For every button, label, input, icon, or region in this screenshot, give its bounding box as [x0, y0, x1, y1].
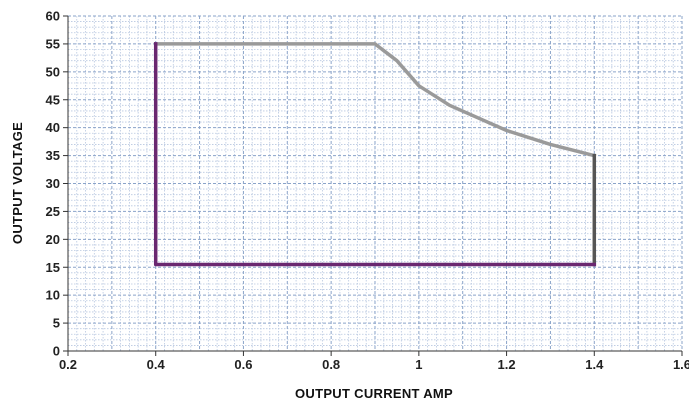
tick-labels: 0 5 10 15 20 25 30 35 40 45 50 55 60 0.2 0.4 0.6 0.8 1 1.2…	[46, 9, 689, 373]
x-tick-label: 1.6	[673, 357, 689, 372]
x-tick-label: 1.2	[498, 357, 516, 372]
x-tick-label: 0.8	[322, 357, 340, 372]
y-tick-label: 10	[46, 288, 60, 303]
x-axis-title: OUTPUT CURRENT AMP	[295, 386, 453, 401]
y-tick-label: 40	[46, 120, 60, 135]
y-tick-label: 5	[53, 316, 60, 331]
x-tick-label: 0.2	[59, 357, 77, 372]
series-line-3	[153, 42, 597, 267]
y-tick-label: 25	[46, 204, 60, 219]
y-tick-label: 15	[46, 260, 60, 275]
y-tick-label: 0	[53, 344, 60, 359]
x-tick-label: 0.6	[234, 357, 252, 372]
y-tick-label: 20	[46, 232, 60, 247]
y-tick-label: 35	[46, 148, 60, 163]
x-tick-label: 1	[415, 357, 422, 372]
y-tick-label: 30	[46, 176, 60, 191]
x-tick-label: 1.4	[585, 357, 604, 372]
series	[153, 42, 597, 267]
y-tick-label: 60	[46, 9, 60, 24]
series-line-1	[153, 42, 597, 158]
y-axis-title: OUTPUT VOLTAGE	[10, 122, 25, 244]
axes	[63, 15, 683, 356]
y-tick-label: 45	[46, 92, 60, 107]
x-tick-label: 0.4	[147, 357, 166, 372]
grid	[67, 15, 683, 352]
y-tick-label: 50	[46, 64, 60, 79]
y-tick-label: 55	[46, 36, 60, 51]
